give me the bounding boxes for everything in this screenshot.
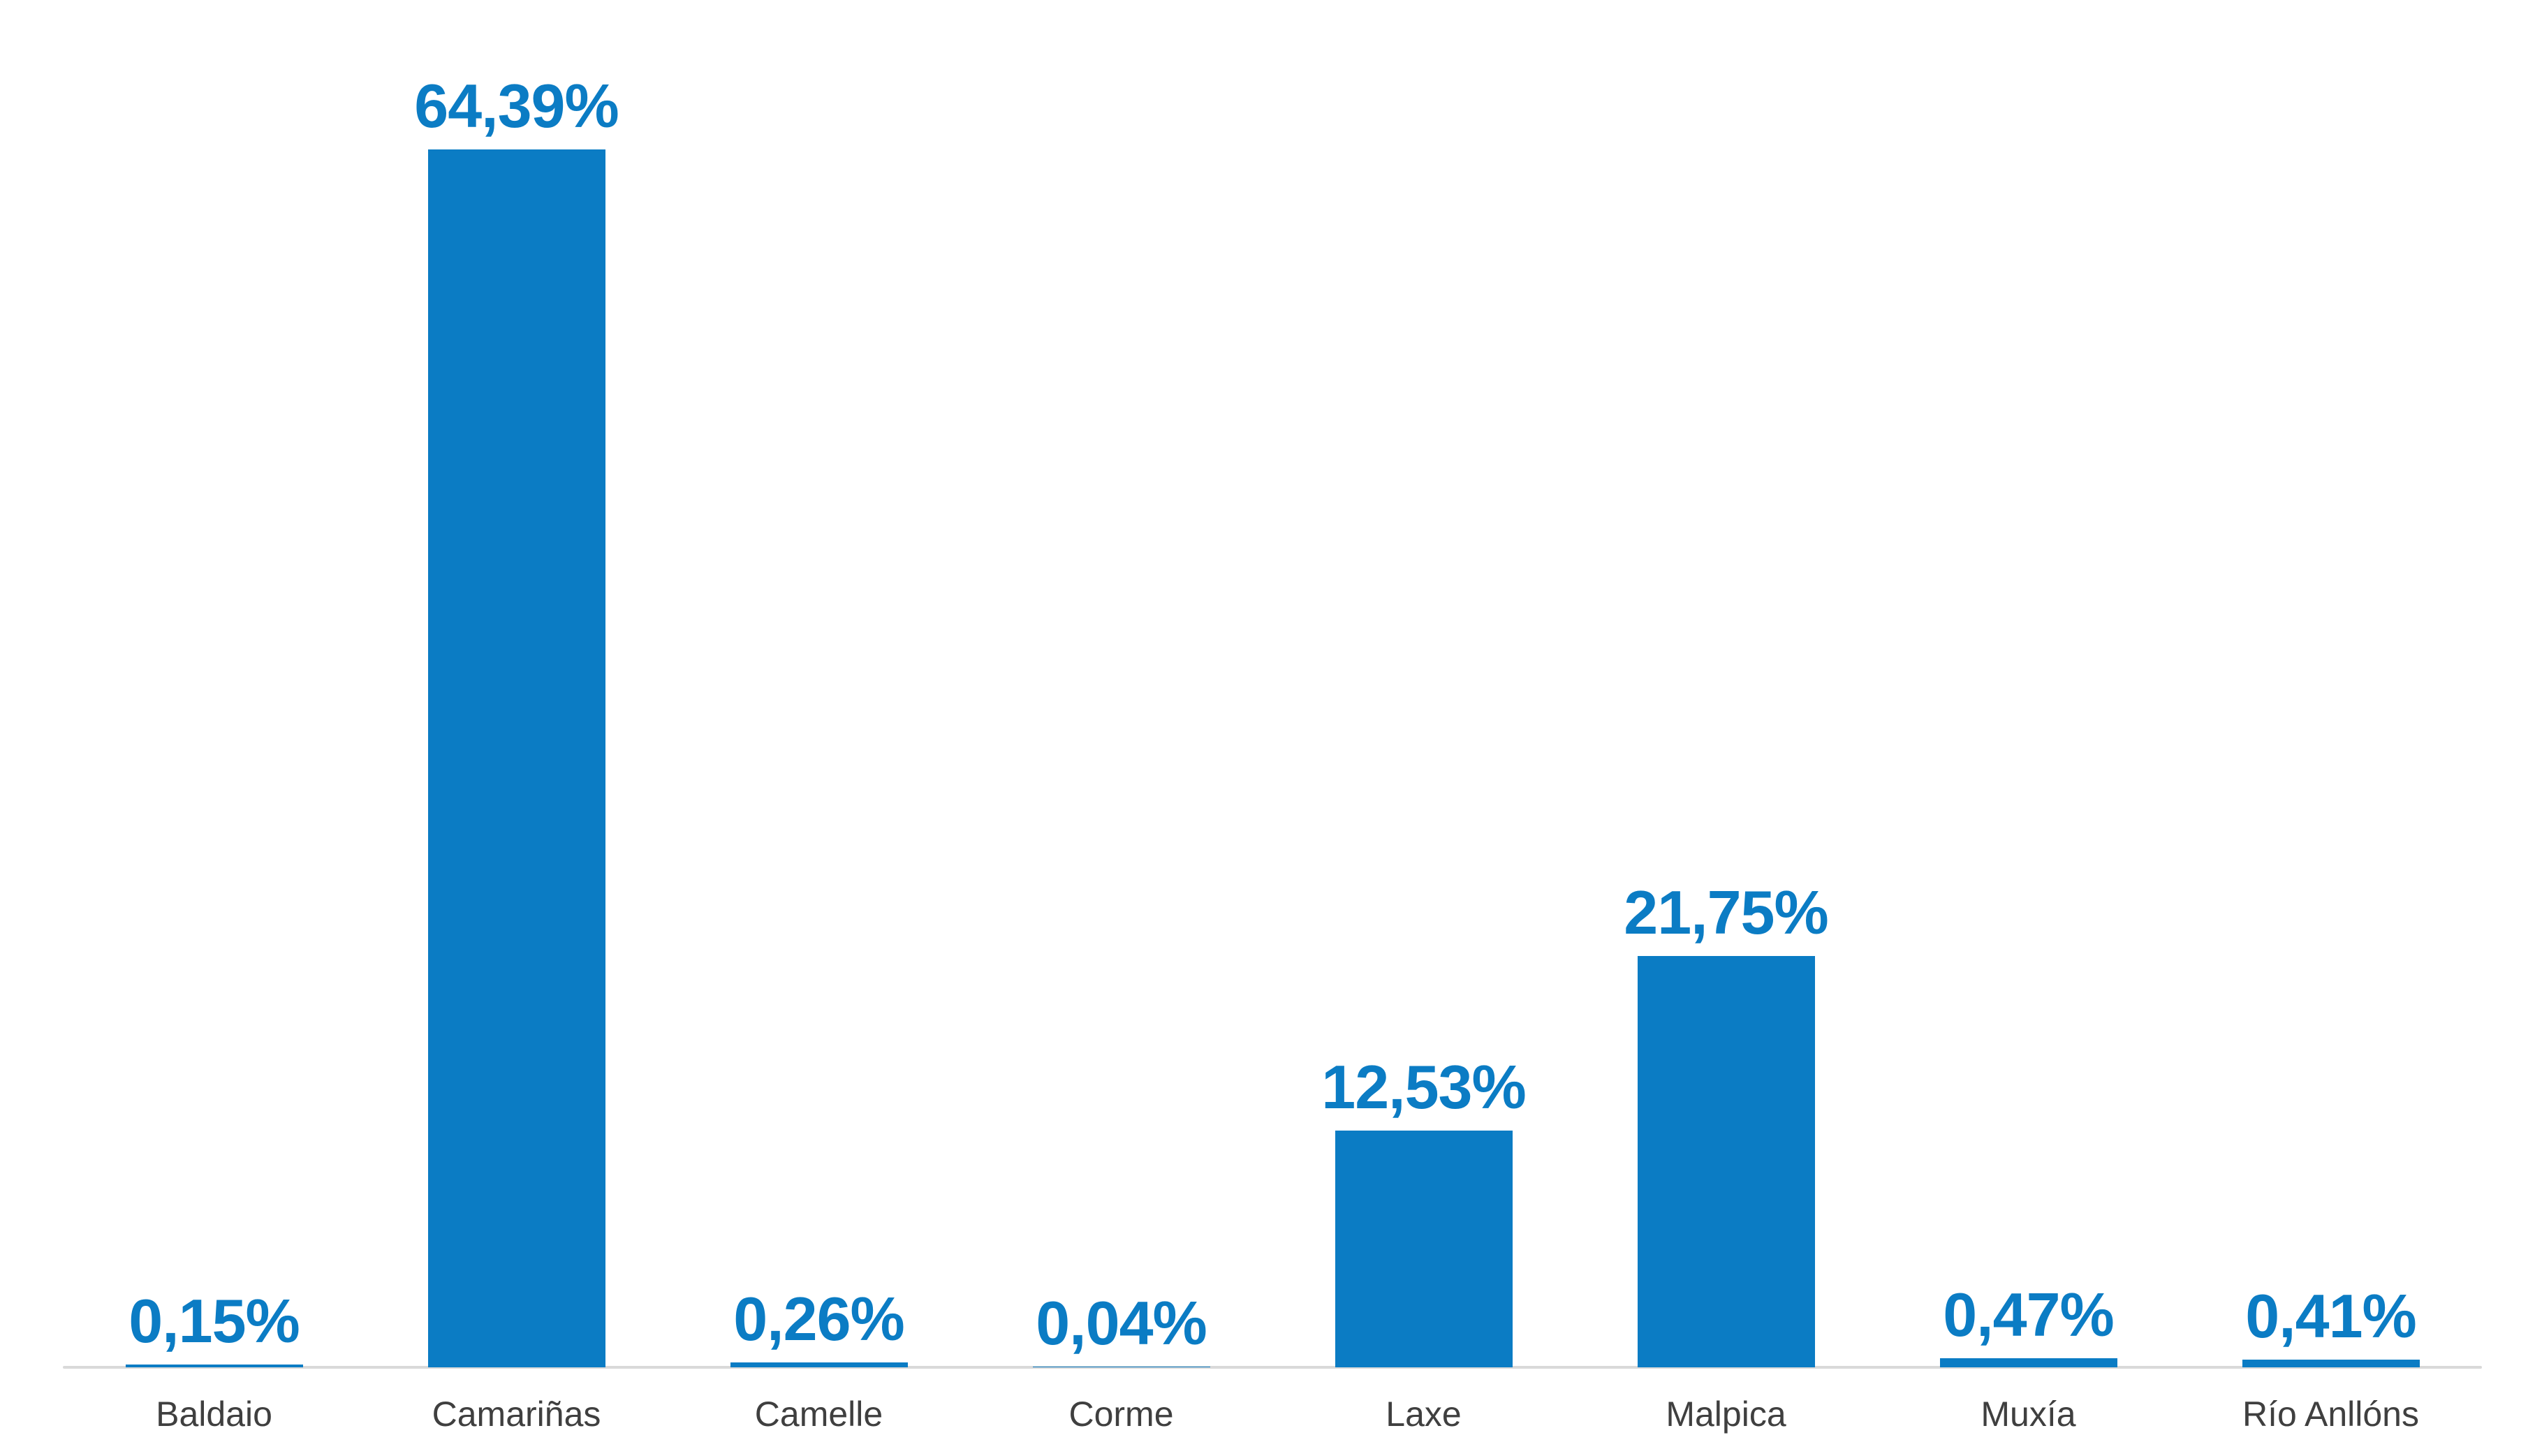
bar-río-anllóns (2242, 1359, 2420, 1367)
value-label: 12,53% (1321, 1052, 1526, 1122)
category-label: Laxe (1386, 1395, 1462, 1434)
bar-camelle (730, 1362, 908, 1367)
value-label: 21,75% (1624, 877, 1828, 947)
value-label: 0,41% (2245, 1281, 2417, 1351)
bar-slot-río-anllóns: 0,41% Río Anllóns (2180, 0, 2482, 1456)
bar-laxe (1335, 1130, 1513, 1367)
category-label: Río Anllóns (2242, 1395, 2419, 1434)
category-label: Corme (1068, 1395, 1174, 1434)
category-label: Malpica (1666, 1395, 1786, 1434)
bar-slot-malpica: 21,75% Malpica (1575, 0, 1877, 1456)
bar-camariñas (427, 149, 605, 1367)
bar-slot-camariñas: 64,39% Camariñas (365, 0, 668, 1456)
x-axis-baseline (63, 1366, 2482, 1369)
bar-baldaio (125, 1364, 303, 1367)
value-label: 64,39% (414, 71, 619, 140)
value-label: 0,26% (733, 1284, 905, 1353)
category-label: Camelle (754, 1395, 883, 1434)
bar-slot-baldaio: 0,15% Baldaio (63, 0, 365, 1456)
value-label: 0,04% (1036, 1288, 1207, 1358)
bar-muxía (1939, 1358, 2117, 1367)
bar-slot-camelle: 0,26% Camelle (668, 0, 970, 1456)
bar-slot-laxe: 12,53% Laxe (1272, 0, 1575, 1456)
bar-slot-muxía: 0,47% Muxía (1877, 0, 2180, 1456)
value-label: 0,15% (128, 1286, 300, 1355)
category-label: Baldaio (156, 1395, 272, 1434)
category-label: Camariñas (432, 1395, 601, 1434)
category-label: Muxía (1981, 1395, 2076, 1434)
bar-slot-corme: 0,04% Corme (970, 0, 1272, 1456)
bar-malpica (1637, 955, 1815, 1367)
value-label: 0,47% (1943, 1280, 2115, 1350)
